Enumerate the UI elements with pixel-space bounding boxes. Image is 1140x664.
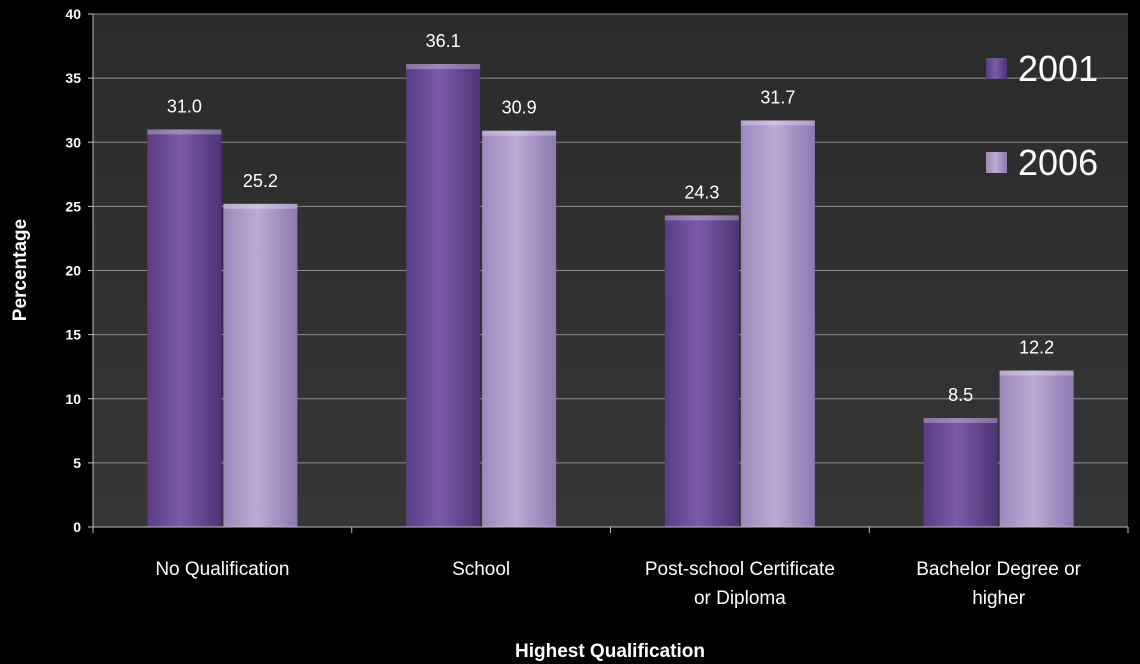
bar-2006-2 xyxy=(740,120,815,527)
bar-top-highlight xyxy=(147,129,222,135)
x-category-label: Post-school Certificate xyxy=(645,559,835,580)
bar-top-highlight xyxy=(482,130,557,136)
x-axis-title: Highest Qualification xyxy=(515,641,705,662)
x-category-label: higher xyxy=(972,588,1025,609)
data-label: 8.5 xyxy=(948,385,973,405)
legend-label-2006: 2006 xyxy=(1018,142,1098,183)
x-category-label: Bachelor Degree or xyxy=(916,559,1081,580)
y-tick-label: 40 xyxy=(65,6,81,22)
y-tick-label: 5 xyxy=(73,455,81,471)
y-tick-label: 15 xyxy=(65,327,81,343)
bar-2006-0 xyxy=(223,203,298,527)
bar-2001-1 xyxy=(406,64,481,527)
bar-2006-1 xyxy=(482,130,557,527)
y-tick-label: 35 xyxy=(65,70,81,86)
legend-swatch-2006 xyxy=(986,152,1007,173)
bar-2001-2 xyxy=(664,215,739,528)
data-label: 31.0 xyxy=(167,96,202,116)
bar-top-highlight xyxy=(999,370,1074,376)
bar-top-highlight xyxy=(664,215,739,221)
y-tick-label: 0 xyxy=(73,519,81,535)
data-label: 36.1 xyxy=(426,31,461,51)
x-category-label: No Qualification xyxy=(155,559,289,580)
bar-top-highlight xyxy=(740,120,815,126)
data-label: 30.9 xyxy=(502,98,537,118)
legend-swatch-2001 xyxy=(986,58,1007,79)
data-label: 31.7 xyxy=(760,87,795,107)
bar-top-highlight xyxy=(406,64,481,70)
y-tick-label: 30 xyxy=(65,134,81,150)
y-tick-label: 25 xyxy=(65,198,81,214)
x-category-label: School xyxy=(452,559,510,580)
bar-top-highlight xyxy=(923,417,998,423)
data-label: 12.2 xyxy=(1019,338,1054,358)
data-label: 25.2 xyxy=(243,171,278,191)
y-tick-label: 10 xyxy=(65,391,81,407)
legend-label-2001: 2001 xyxy=(1018,48,1098,89)
y-tick-label: 20 xyxy=(65,263,81,279)
bar-2006-3 xyxy=(999,370,1074,527)
x-category-label: or Diploma xyxy=(694,588,786,609)
data-label: 24.3 xyxy=(684,182,719,202)
bar-2001-3 xyxy=(923,417,998,527)
bar-top-highlight xyxy=(223,203,298,209)
y-axis-title: Percentage xyxy=(10,219,31,321)
bar-2001-0 xyxy=(147,129,222,528)
